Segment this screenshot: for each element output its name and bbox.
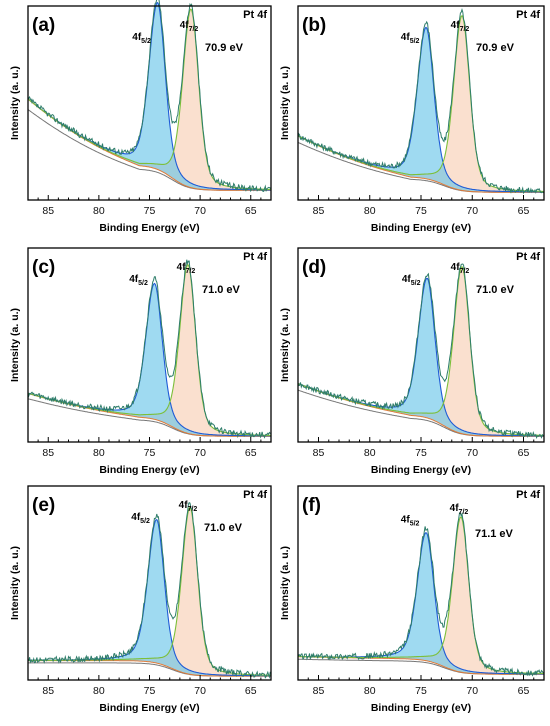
x-tick-label: 80 xyxy=(364,447,376,459)
raw-data-line xyxy=(27,502,271,679)
x-tick-label: 70 xyxy=(466,447,478,459)
fill-4f52 xyxy=(298,278,544,437)
panel-label: (c) xyxy=(32,257,55,278)
peak-energy-label: 71.1 eV xyxy=(475,528,514,540)
raw-data-line xyxy=(297,263,545,440)
y-axis-label: Intensity (a. u.) xyxy=(9,546,21,620)
orbital-label-4f52: 4f5/2 xyxy=(402,274,421,287)
orbital-label-4f52: 4f5/2 xyxy=(132,32,151,45)
x-tick-label: 75 xyxy=(415,685,427,697)
x-tick-label: 75 xyxy=(415,447,427,459)
fill-4f52 xyxy=(298,532,544,675)
fill-4f52 xyxy=(28,283,271,437)
x-tick-label: 85 xyxy=(42,205,54,217)
x-tick-label: 70 xyxy=(466,205,478,217)
xps-panel-3: 85 80 75 70 65 Binding Energy (eV) Intensity (… xyxy=(9,247,272,476)
fit-4f72-line xyxy=(297,265,544,436)
x-axis-label: Binding Energy (eV) xyxy=(371,464,471,476)
x-tick-label: 75 xyxy=(144,205,156,217)
x-tick-label: 70 xyxy=(194,447,206,459)
orbital-label-4f52: 4f5/2 xyxy=(131,512,150,525)
fill-4f52 xyxy=(298,27,544,193)
fill-4f52 xyxy=(28,519,271,677)
raw-data-line xyxy=(27,259,272,439)
x-tick-label: 65 xyxy=(518,205,530,217)
xps-panel-5: 85 80 75 70 65 Binding Energy (eV) Intensity (… xyxy=(9,485,272,714)
element-label: Pt 4f xyxy=(516,9,540,21)
orbital-label-4f72: 4f7/2 xyxy=(179,500,198,513)
peak-energy-label: 71.0 eV xyxy=(476,284,515,296)
y-axis-label: Intensity (a. u.) xyxy=(9,308,21,382)
raw-data-line xyxy=(27,0,272,193)
x-tick-label: 75 xyxy=(144,447,156,459)
xps-panel-2: 85 80 75 70 65 Binding Energy (eV) Intensity (… xyxy=(279,5,545,234)
orbital-label-4f72: 4f7/2 xyxy=(451,262,470,275)
x-tick-label: 75 xyxy=(144,685,156,697)
x-tick-label: 85 xyxy=(313,447,325,459)
x-axis-label: Binding Energy (eV) xyxy=(99,702,199,714)
fill-4f52 xyxy=(28,2,271,191)
orbital-label-4f52: 4f5/2 xyxy=(401,32,420,45)
panel-label: (d) xyxy=(302,257,326,278)
x-axis-label: Binding Energy (eV) xyxy=(371,702,471,714)
x-tick-label: 75 xyxy=(415,205,427,217)
orbital-label-4f72: 4f7/2 xyxy=(180,20,199,33)
x-tick-label: 65 xyxy=(518,685,530,697)
raw-data-line xyxy=(297,8,545,195)
element-label: Pt 4f xyxy=(243,9,267,21)
xps-panel-4: 85 80 75 70 65 Binding Energy (eV) Intensity (… xyxy=(279,247,545,476)
x-tick-label: 85 xyxy=(42,447,54,459)
x-tick-label: 80 xyxy=(93,447,105,459)
x-tick-label: 80 xyxy=(93,205,105,217)
x-axis-label: Binding Energy (eV) xyxy=(99,222,199,234)
x-tick-label: 85 xyxy=(42,685,54,697)
x-tick-label: 65 xyxy=(245,205,257,217)
x-axis-label: Binding Energy (eV) xyxy=(99,464,199,476)
panel-label: (b) xyxy=(302,15,326,36)
panel-label: (e) xyxy=(32,495,55,516)
panel-label: (f) xyxy=(302,495,321,516)
y-axis-label: Intensity (a. u.) xyxy=(9,66,21,140)
y-axis-label: Intensity (a. u.) xyxy=(279,308,291,382)
xps-panel-1: 85 80 75 70 65 Binding Energy (eV) Intensity (… xyxy=(9,0,272,234)
peak-energy-label: 71.0 eV xyxy=(202,284,241,296)
raw-data-line xyxy=(297,511,545,677)
x-tick-label: 65 xyxy=(245,685,257,697)
x-tick-label: 65 xyxy=(518,447,530,459)
peak-energy-label: 71.0 eV xyxy=(204,522,243,534)
panel-label: (a) xyxy=(32,15,55,36)
y-axis-label: Intensity (a. u.) xyxy=(279,66,291,140)
orbital-label-4f72: 4f7/2 xyxy=(450,503,469,516)
x-tick-label: 70 xyxy=(466,685,478,697)
x-tick-label: 80 xyxy=(93,685,105,697)
orbital-label-4f72: 4f7/2 xyxy=(451,20,470,33)
orbital-label-4f52: 4f5/2 xyxy=(401,515,420,528)
y-axis-label: Intensity (a. u.) xyxy=(279,546,291,620)
element-label: Pt 4f xyxy=(243,251,267,263)
element-label: Pt 4f xyxy=(516,251,540,263)
orbital-label-4f52: 4f5/2 xyxy=(129,274,148,287)
x-tick-label: 80 xyxy=(364,205,376,217)
peak-energy-label: 70.9 eV xyxy=(205,42,244,54)
x-tick-label: 65 xyxy=(245,447,257,459)
orbital-label-4f72: 4f7/2 xyxy=(177,262,196,275)
x-tick-label: 85 xyxy=(313,205,325,217)
peak-energy-label: 70.9 eV xyxy=(476,42,515,54)
x-tick-label: 70 xyxy=(194,205,206,217)
x-tick-label: 80 xyxy=(364,685,376,697)
x-tick-label: 70 xyxy=(194,685,206,697)
x-axis-label: Binding Energy (eV) xyxy=(371,222,471,234)
fit-4f72-line xyxy=(27,264,271,436)
element-label: Pt 4f xyxy=(516,489,540,501)
element-label: Pt 4f xyxy=(243,489,267,501)
x-tick-label: 85 xyxy=(313,685,325,697)
xps-panel-6: 85 80 75 70 65 Binding Energy (eV) Intensity (… xyxy=(279,485,545,714)
